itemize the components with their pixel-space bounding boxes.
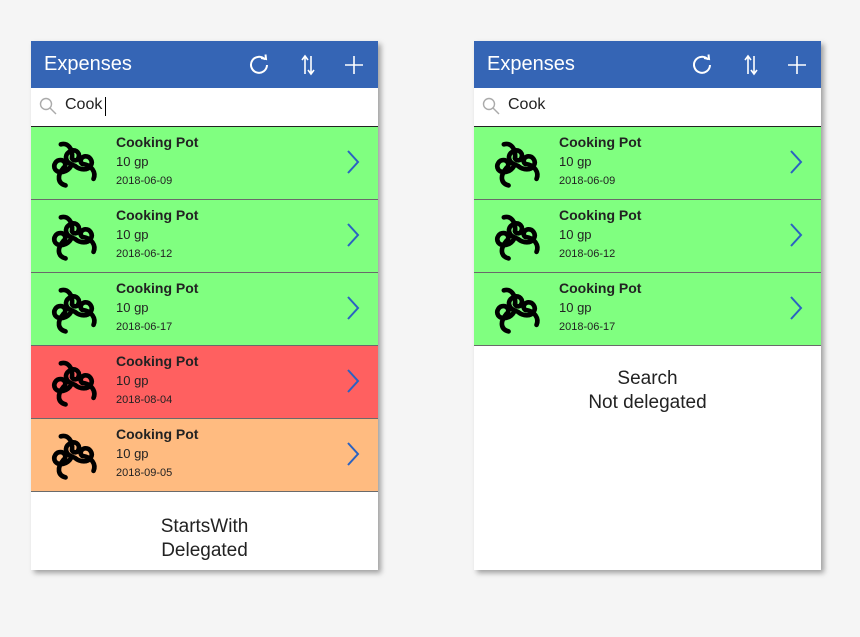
caption-label: Search Not delegated [588,368,707,413]
list-item[interactable]: Cooking Pot 10 gp 2018-08-04 [31,346,378,419]
search-input[interactable] [65,96,355,114]
item-price: 10 gp [116,373,149,388]
triskele-icon [488,208,544,264]
list-item[interactable]: Cooking Pot 10 gp 2018-06-09 [474,127,821,200]
item-price: 10 gp [559,300,592,315]
item-title: Cooking Pot [116,207,199,223]
chevron-right-icon[interactable] [346,149,360,175]
add-icon[interactable] [782,41,812,88]
item-title: Cooking Pot [116,280,199,296]
triskele-icon [488,135,544,191]
item-title: Cooking Pot [559,134,642,150]
add-icon[interactable] [339,41,369,88]
triskele-icon [45,281,101,337]
search-icon [482,97,500,120]
item-date: 2018-09-05 [116,467,173,479]
triskele-icon [45,208,101,264]
triskele-icon [45,135,101,191]
item-title: Cooking Pot [559,207,642,223]
app-title: Expenses [487,53,575,75]
item-title: Cooking Pot [116,353,199,369]
item-price: 10 gp [559,227,592,242]
list-item[interactable]: Cooking Pot 10 gp 2018-09-05 [31,419,378,492]
item-date: 2018-08-04 [116,394,173,406]
phone-screen-startswith: Expenses Cooking Pot 10 gp 2018-06-09 Co… [31,41,378,570]
chevron-right-icon[interactable] [346,295,360,321]
list-item[interactable]: Cooking Pot 10 gp 2018-06-12 [31,200,378,273]
item-price: 10 gp [116,300,149,315]
chevron-right-icon[interactable] [789,149,803,175]
item-date: 2018-06-12 [559,248,616,260]
text-caret [105,97,106,116]
refresh-icon[interactable] [687,41,717,88]
app-header: Expenses [474,41,821,88]
item-price: 10 gp [116,227,149,242]
chevron-right-icon[interactable] [346,368,360,394]
item-price: 10 gp [116,154,149,169]
triskele-icon [488,281,544,337]
search-bar [31,88,378,127]
caption-label: StartsWith Delegated [160,516,249,561]
item-date: 2018-06-12 [116,248,173,260]
phone-screen-search: Expenses Cooking Pot 10 gp 2018-06-09 Co… [474,41,821,570]
refresh-icon[interactable] [244,41,274,88]
item-price: 10 gp [559,154,592,169]
triskele-icon [45,354,101,410]
list-item[interactable]: Cooking Pot 10 gp 2018-06-09 [31,127,378,200]
item-title: Cooking Pot [116,134,199,150]
item-title: Cooking Pot [116,426,199,442]
sort-icon[interactable] [736,41,766,88]
app-title: Expenses [44,53,132,75]
search-icon [39,97,57,120]
item-date: 2018-06-09 [116,175,173,187]
chevron-right-icon[interactable] [789,222,803,248]
item-date: 2018-06-09 [559,175,616,187]
chevron-right-icon[interactable] [789,295,803,321]
triskele-icon [45,427,101,483]
list-item[interactable]: Cooking Pot 10 gp 2018-06-17 [31,273,378,346]
app-header: Expenses [31,41,378,88]
list-item[interactable]: Cooking Pot 10 gp 2018-06-17 [474,273,821,346]
chevron-right-icon[interactable] [346,441,360,467]
search-bar [474,88,821,127]
search-input[interactable] [508,96,798,114]
item-title: Cooking Pot [559,280,642,296]
item-price: 10 gp [116,446,149,461]
item-date: 2018-06-17 [116,321,173,333]
chevron-right-icon[interactable] [346,222,360,248]
item-date: 2018-06-17 [559,321,616,333]
sort-icon[interactable] [293,41,323,88]
list-item[interactable]: Cooking Pot 10 gp 2018-06-12 [474,200,821,273]
